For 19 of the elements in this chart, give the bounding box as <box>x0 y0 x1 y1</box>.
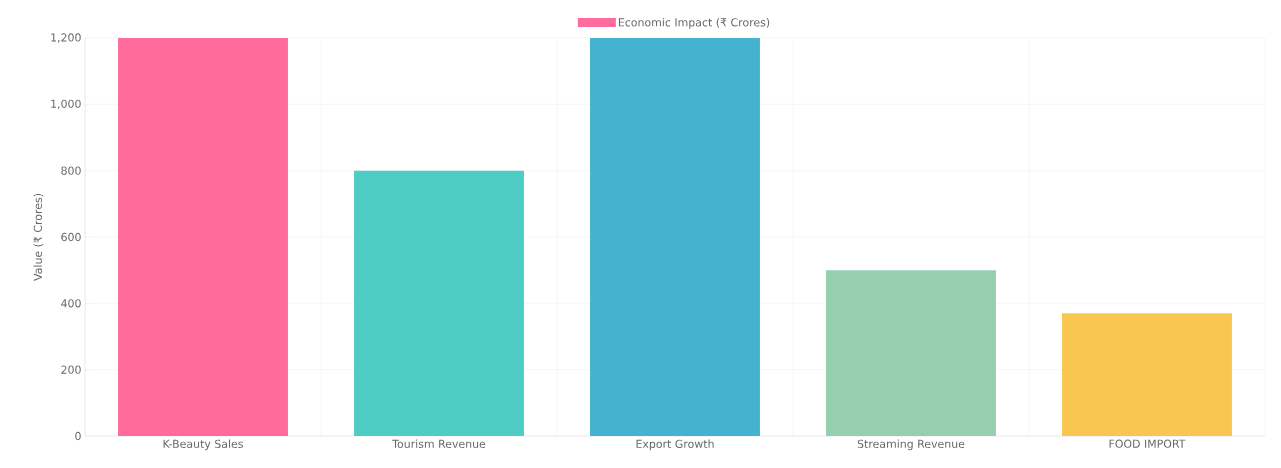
legend-label: Economic Impact (₹ Crores) <box>618 18 770 29</box>
y-tick-label: 1,000 <box>51 99 81 110</box>
x-tick-label: Export Growth <box>636 439 714 451</box>
bar <box>354 170 524 436</box>
y-tick-label: 1,200 <box>51 33 81 43</box>
y-tick-label: 600 <box>61 232 81 242</box>
bar <box>826 270 996 436</box>
x-tick-label: K-Beauty Sales <box>163 439 243 451</box>
x-tick-label: Tourism Revenue <box>392 439 486 448</box>
y-tick-label: 200 <box>61 365 81 374</box>
y-tick-label: 800 <box>61 166 81 175</box>
x-tick-label: Streaming Revenue <box>857 439 965 451</box>
bar <box>590 38 760 436</box>
x-tick-label: FOOD IMPORT <box>1109 439 1186 448</box>
bar <box>1062 313 1232 436</box>
y-axis-title: Value (₹ Crores) <box>33 193 44 281</box>
y-tick-label: 0 <box>75 431 81 441</box>
y-tick-label: 400 <box>61 299 81 308</box>
bar <box>118 38 288 436</box>
